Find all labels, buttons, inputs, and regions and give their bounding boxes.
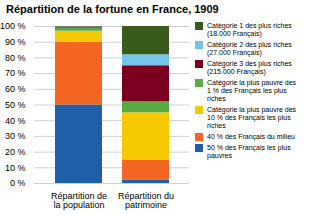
svg-text:50 %: 50 % [5, 100, 26, 110]
svg-text:Répartition dela population: Répartition dela population [51, 191, 107, 210]
html-text:Catégorie la plus pauvre des 1: Catégorie la plus pauvre des 10 % des Fr… [207, 106, 297, 129]
html-text:Catégorie la plus pauvre des 1: Catégorie la plus pauvre des 1 % des Fra… [207, 79, 297, 102]
html-text:Catégorie 1 des plus riches (1: Catégorie 1 des plus riches (18.000 Fran… [207, 22, 292, 37]
svg-text:90 %: 90 % [5, 37, 26, 47]
svg-text:Répartition dupatrimoine: Répartition dupatrimoine [118, 191, 174, 210]
svg-text:70 %: 70 % [5, 68, 26, 78]
svg-text:40 %: 40 % [5, 116, 26, 126]
html-text:40 % des Français du milieu: 40 % des Français du milieu [207, 133, 295, 140]
svg-text:0 %: 0 % [10, 178, 26, 188]
html-text:Répartition de la fortune en F: Répartition de la fortune en France, 190… [6, 3, 219, 15]
svg-text:80 %: 80 % [5, 53, 26, 63]
svg-text:60 %: 60 % [5, 84, 26, 94]
html-text:50 % des Français les plus pau: 50 % des Français les plus pauvres [207, 144, 291, 159]
html-text:Catégorie 3 des plus riches (2: Catégorie 3 des plus riches (215.000 Fra… [207, 60, 292, 75]
svg-text:30 %: 30 % [5, 131, 26, 141]
svg-text:20 %: 20 % [5, 147, 26, 157]
svg-text:100 %: 100 % [0, 21, 26, 31]
svg-text:10 %: 10 % [5, 163, 26, 173]
html-text:Catégorie 2 des plus riches (2: Catégorie 2 des plus riches (27.000 Fran… [207, 41, 292, 56]
